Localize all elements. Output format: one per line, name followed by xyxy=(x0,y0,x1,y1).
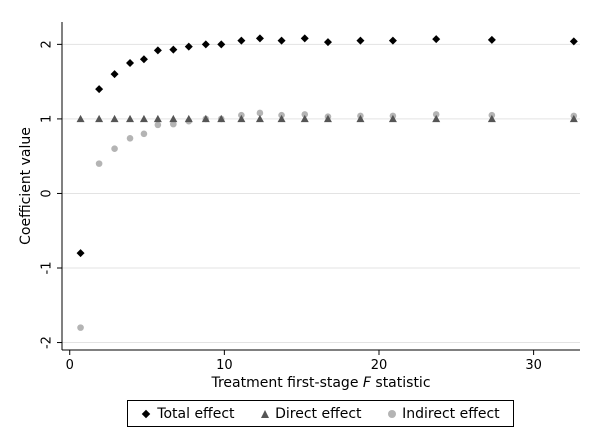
x-tick-label: 10 xyxy=(216,358,233,373)
direct-effect-point xyxy=(169,114,178,123)
direct-effect-point xyxy=(126,114,135,123)
direct-effect-point xyxy=(110,114,119,123)
x-axis-title-part: statistic xyxy=(371,375,431,391)
total-effect-point xyxy=(432,35,441,44)
indirect-effect-point xyxy=(126,134,134,142)
indirect-effect-point xyxy=(256,109,264,117)
total-effect-point xyxy=(255,34,264,43)
x-tick-label: 20 xyxy=(371,358,388,373)
x-axis-title-part: F xyxy=(363,375,372,391)
total-effect-point xyxy=(76,249,85,258)
direct-effect-point xyxy=(237,114,246,123)
total-effect-point xyxy=(95,85,104,94)
legend-label: Direct effect xyxy=(275,405,362,422)
total-effect-point xyxy=(300,34,309,43)
direct-effect-point xyxy=(139,114,148,123)
total-effect-point xyxy=(356,36,365,45)
direct-effect-point xyxy=(356,114,365,123)
triangle-marker-icon xyxy=(261,409,270,418)
y-tick-label: -2 xyxy=(40,336,55,349)
legend-label: Total effect xyxy=(157,405,235,422)
total-effect-point xyxy=(277,36,286,45)
total-effect-point xyxy=(126,59,135,67)
direct-effect-point xyxy=(255,114,264,123)
legend-item-indirect: Indirect effect xyxy=(388,406,500,422)
direct-effect-point xyxy=(323,114,332,123)
indirect-effect-point xyxy=(301,111,309,118)
total-effect-point xyxy=(169,45,178,54)
direct-effect-point xyxy=(300,114,309,123)
y-axis-title: Coefficient value xyxy=(18,127,34,245)
total-effect-point xyxy=(237,36,246,45)
legend-item-direct: Direct effect xyxy=(261,405,362,422)
total-effect-point xyxy=(184,42,193,51)
direct-effect-point xyxy=(76,114,85,123)
x-axis-title-part: Treatment first-stage xyxy=(210,375,362,391)
indirect-effect-point xyxy=(95,160,103,167)
total-effect-point xyxy=(139,55,148,64)
direct-effect-point xyxy=(95,114,104,123)
total-effect-point xyxy=(323,38,332,47)
total-effect-point xyxy=(487,35,496,44)
legend: Total effect Direct effect Indirect effe… xyxy=(127,400,514,427)
legend-label: Indirect effect xyxy=(402,405,500,422)
direct-effect-point xyxy=(277,114,286,123)
x-tick-label: 30 xyxy=(525,358,542,373)
total-effect-point xyxy=(153,46,162,55)
y-tick-label: 2 xyxy=(40,40,55,48)
direct-effect-point xyxy=(217,114,226,123)
indirect-effect-point xyxy=(154,121,162,129)
x-tick-label: 0 xyxy=(66,358,74,373)
total-effect-point xyxy=(110,70,119,79)
y-ticks: -2 -1 0 1 2 xyxy=(40,40,62,349)
direct-effect-point xyxy=(153,114,162,123)
direct-effect-point xyxy=(432,114,441,123)
circle-marker-icon xyxy=(388,409,397,418)
total-effect-point xyxy=(201,40,210,49)
grid-lines xyxy=(62,43,580,344)
indirect-effect-point xyxy=(111,145,118,153)
y-tick-label: 0 xyxy=(40,189,55,197)
y-tick-label: -1 xyxy=(40,262,55,275)
x-axis-title: Treatment first-stage F statistic xyxy=(210,375,430,391)
direct-effect-point xyxy=(388,114,397,123)
direct-effect-point xyxy=(569,114,578,123)
direct-effect-point xyxy=(201,114,210,123)
data-points xyxy=(76,34,578,331)
total-effect-point xyxy=(388,36,397,45)
indirect-effect-point xyxy=(170,120,177,128)
indirect-effect-point xyxy=(77,324,84,331)
x-ticks: 0 10 20 30 xyxy=(66,350,542,373)
indirect-effect-point xyxy=(140,130,148,138)
total-effect-point xyxy=(217,40,226,49)
direct-effect-point xyxy=(487,114,496,123)
y-tick-label: 1 xyxy=(40,115,55,123)
axes xyxy=(61,22,580,351)
legend-item-total: Total effect xyxy=(141,405,235,422)
indirect-effect-point xyxy=(432,111,440,118)
direct-effect-point xyxy=(184,114,193,123)
diamond-marker-icon xyxy=(142,409,151,418)
total-effect-point xyxy=(569,37,578,46)
